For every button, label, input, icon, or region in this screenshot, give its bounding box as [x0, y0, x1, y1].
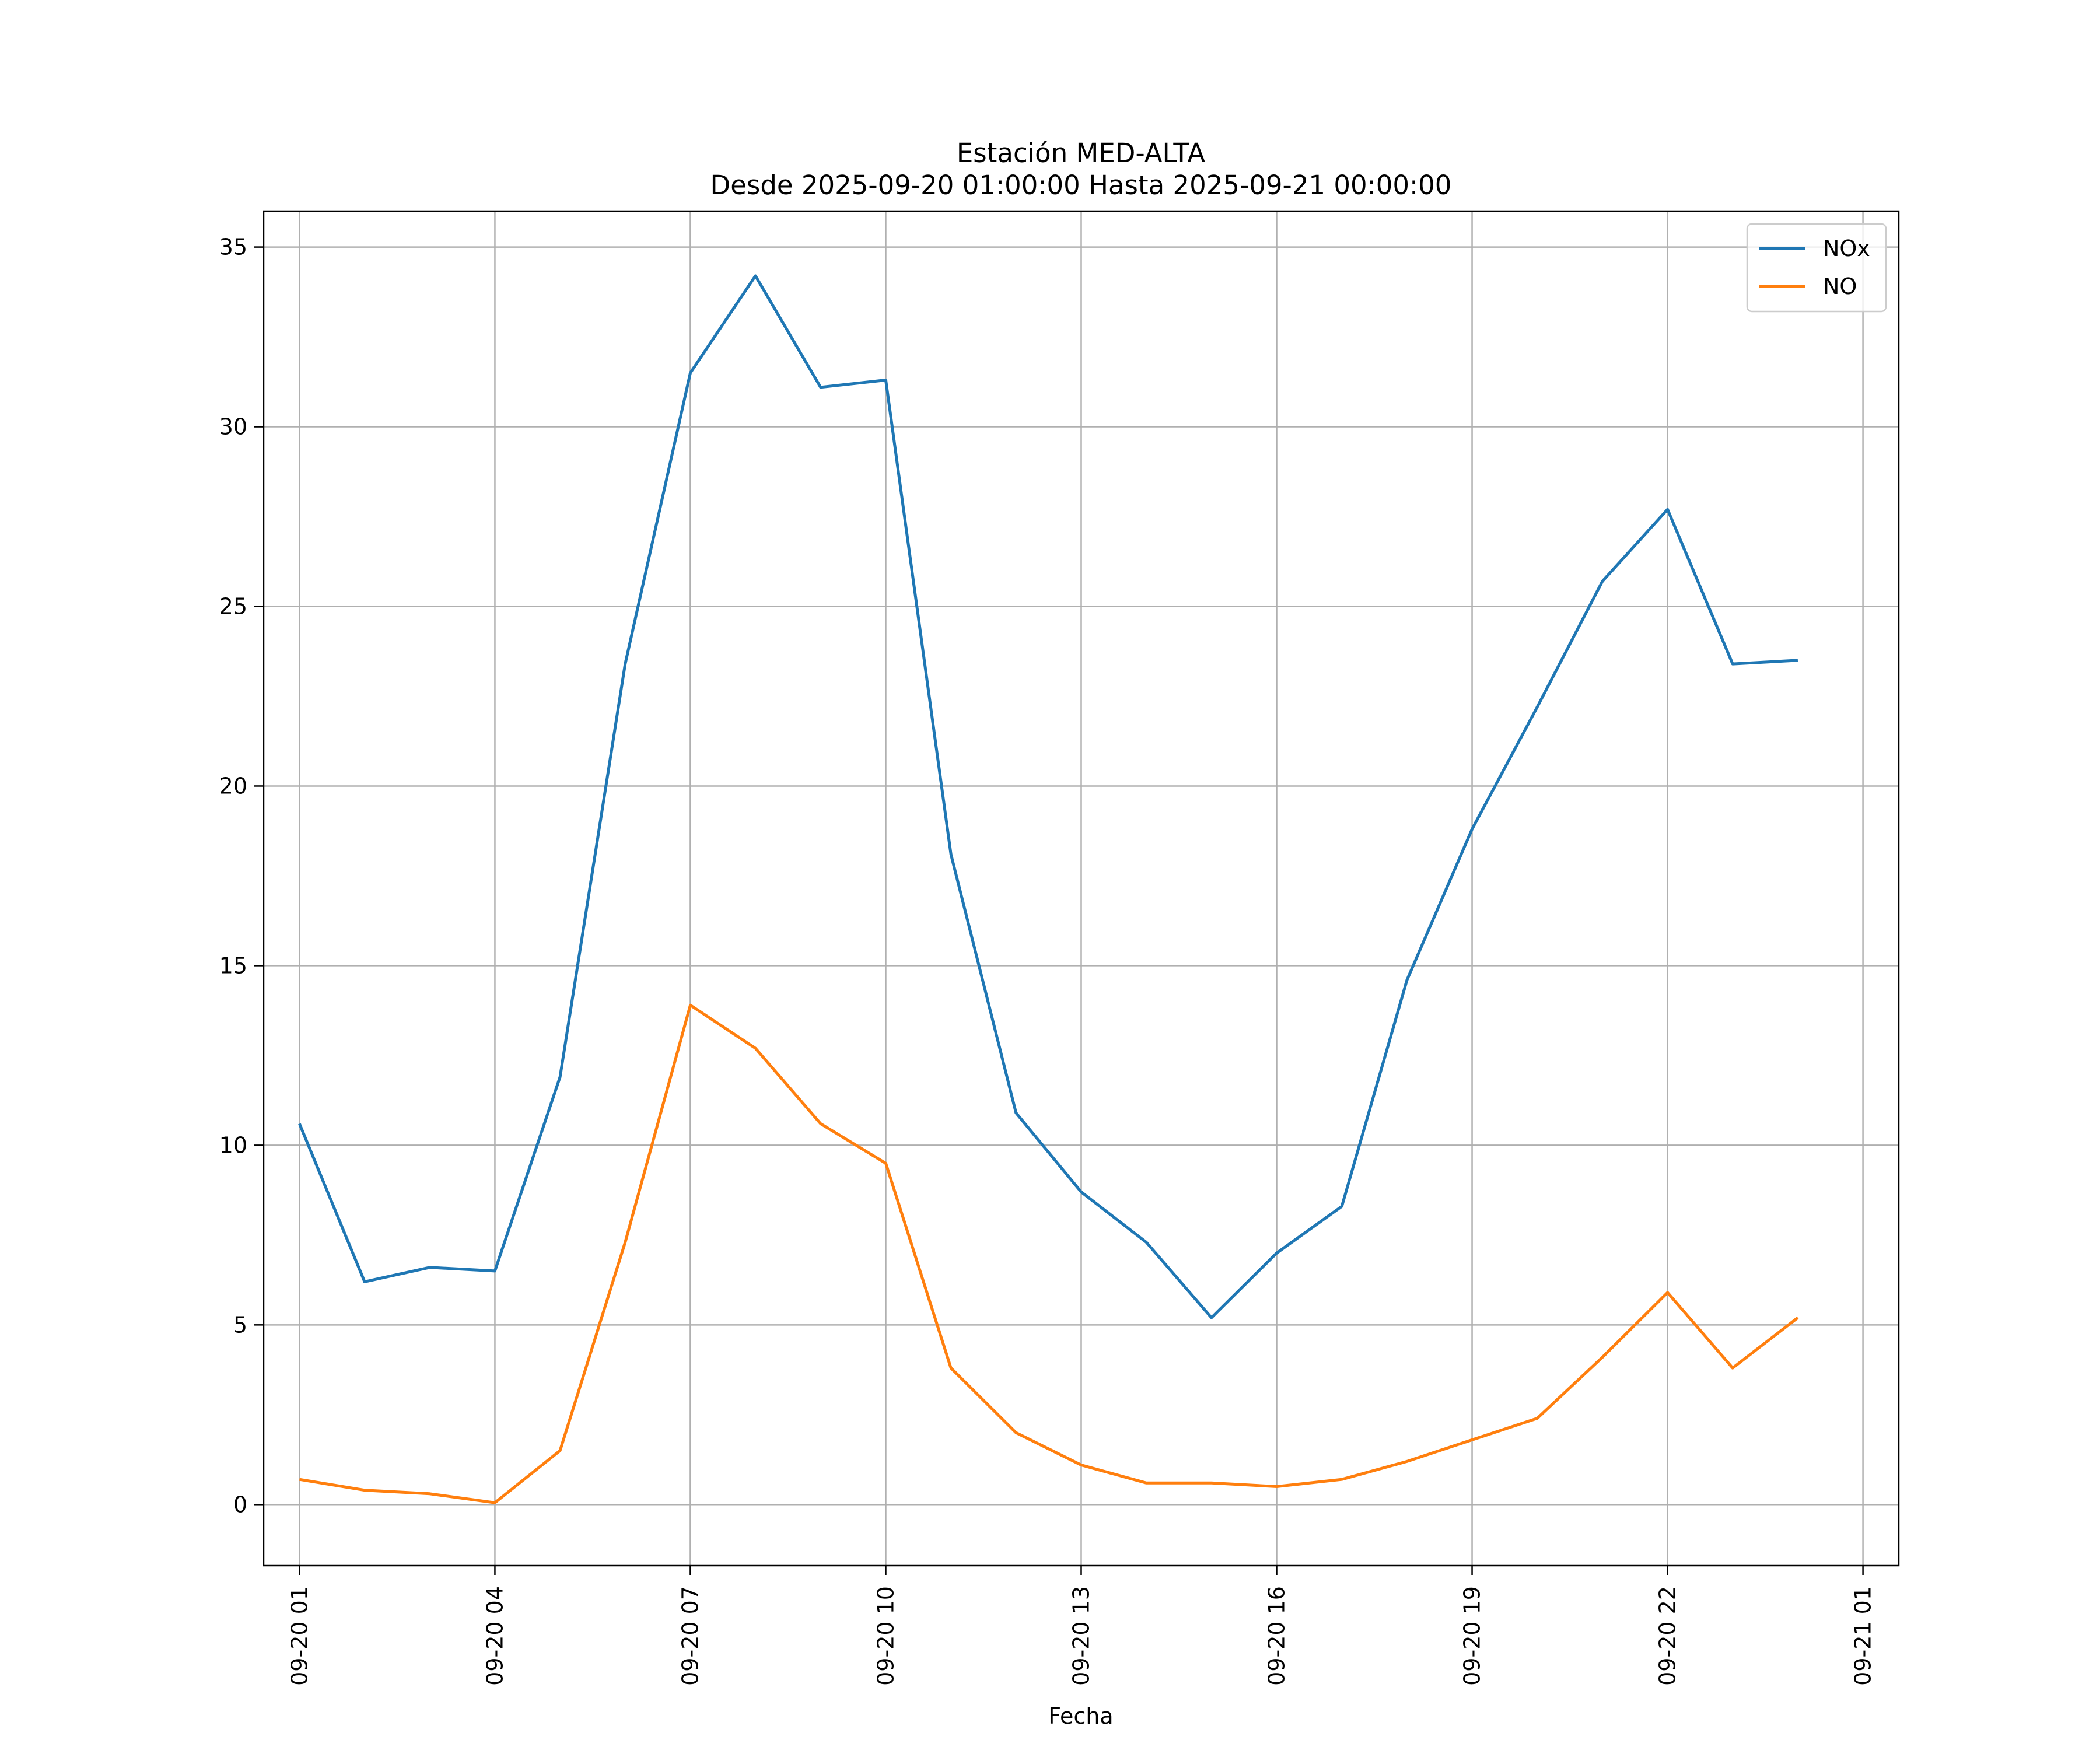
- y-tick-label: 25: [219, 594, 247, 620]
- x-tick-label: 09-20 10: [873, 1586, 898, 1686]
- y-tick-label: 15: [219, 953, 247, 978]
- y-tick-label: 35: [219, 235, 247, 260]
- y-tick-label: 30: [219, 414, 247, 440]
- legend-label-no: NO: [1823, 274, 1857, 299]
- x-tick-label: 09-21 01: [1850, 1586, 1876, 1686]
- x-tick-label: 09-20 16: [1264, 1586, 1290, 1686]
- x-axis: 09-20 01 09-20 04 09-20 07 09-20 10 09-20 13…: [286, 1566, 1876, 1686]
- y-axis: 0 5 10 15 20 25 30 35: [219, 235, 264, 1517]
- y-tick-label: 0: [233, 1492, 247, 1517]
- grid: [264, 211, 1899, 1566]
- y-tick-label: 5: [233, 1312, 247, 1338]
- x-tick-label: 09-20 07: [677, 1586, 703, 1686]
- series-lines: [298, 274, 1799, 1504]
- series-line-nox: [298, 274, 1798, 1320]
- x-tick-label: 09-20 13: [1069, 1586, 1094, 1686]
- legend-label-nox: NOx: [1823, 236, 1870, 261]
- x-tick-label: 09-20 04: [482, 1586, 508, 1686]
- x-tick-label: 09-20 22: [1655, 1586, 1681, 1686]
- y-tick-label: 20: [219, 773, 247, 799]
- series-line-no: [299, 1003, 1799, 1504]
- legend-box: [1746, 223, 1887, 313]
- x-tick-label: 09-20 19: [1460, 1586, 1485, 1686]
- y-tick-label: 10: [219, 1132, 247, 1158]
- chart-title: Estación MED-ALTA: [957, 138, 1206, 169]
- x-tick-label: 09-20 01: [286, 1586, 312, 1686]
- chart-subtitle: Desde 2025-09-20 01:00:00 Hasta 2025-09-…: [710, 170, 1452, 201]
- legend: NOx NO: [1746, 223, 1887, 313]
- x-axis-label: Fecha: [1048, 1703, 1113, 1729]
